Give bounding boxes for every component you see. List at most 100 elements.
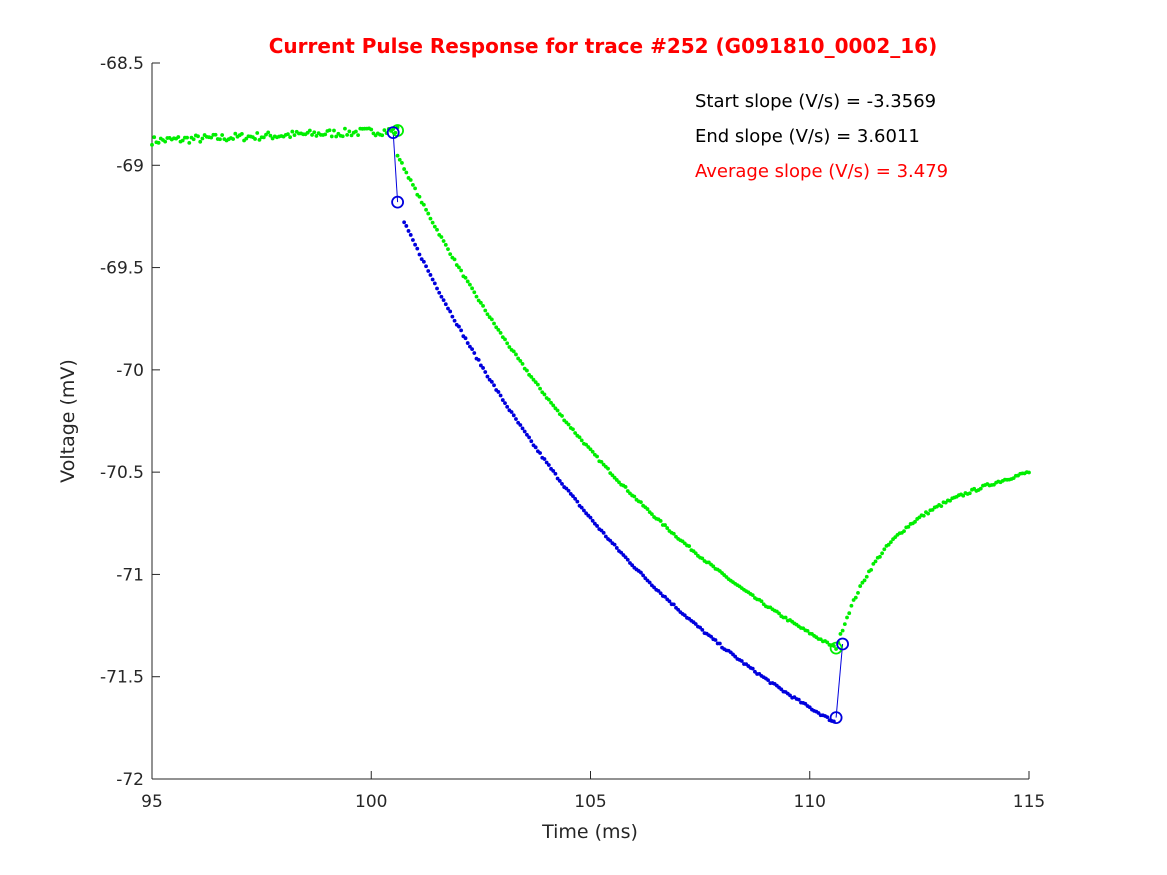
data-point xyxy=(404,170,409,175)
data-point xyxy=(939,504,944,508)
data-point xyxy=(873,559,878,564)
data-point xyxy=(759,599,764,604)
data-point xyxy=(717,641,722,646)
data-point xyxy=(435,286,439,291)
data-point xyxy=(481,303,485,308)
data-point xyxy=(446,306,450,311)
data-point xyxy=(417,194,422,199)
y-tick-label: -69.5 xyxy=(100,259,144,279)
data-point xyxy=(470,347,474,351)
connector-lines xyxy=(392,132,844,718)
data-point xyxy=(411,182,415,187)
data-point xyxy=(709,634,713,639)
series-1 xyxy=(402,220,836,724)
data-point xyxy=(187,140,192,145)
data-point xyxy=(494,325,499,330)
data-point xyxy=(1027,470,1031,475)
data-point xyxy=(566,422,571,427)
data-point xyxy=(617,480,621,485)
data-point xyxy=(625,557,630,562)
data-point xyxy=(831,644,836,648)
data-point xyxy=(468,282,472,287)
data-point xyxy=(496,390,501,394)
data-point xyxy=(176,135,181,139)
data-point xyxy=(369,127,374,132)
data-point xyxy=(411,238,415,242)
data-point xyxy=(261,135,266,140)
data-point xyxy=(535,382,540,387)
data-point xyxy=(588,515,593,520)
data-point xyxy=(750,666,755,671)
data-point xyxy=(639,500,643,505)
data-point xyxy=(542,392,547,397)
plot-area xyxy=(151,63,1029,780)
data-point xyxy=(198,139,203,144)
data-point xyxy=(382,128,387,133)
data-point xyxy=(632,494,637,499)
x-tick-label: 105 xyxy=(574,792,606,812)
data-point xyxy=(902,529,906,534)
data-point xyxy=(244,136,249,141)
data-point xyxy=(623,485,628,489)
data-point xyxy=(926,511,931,516)
data-point xyxy=(380,133,385,138)
data-point xyxy=(402,220,407,225)
data-point xyxy=(623,555,628,560)
data-point xyxy=(967,491,972,496)
data-point xyxy=(514,417,518,421)
data-point xyxy=(713,638,718,642)
data-point xyxy=(421,259,426,264)
data-point xyxy=(575,499,580,504)
data-point xyxy=(930,507,935,512)
data-point xyxy=(428,216,433,221)
x-tick-label: 95 xyxy=(141,792,163,812)
data-point xyxy=(869,567,874,572)
data-point xyxy=(185,135,189,140)
data-point xyxy=(542,457,547,461)
data-point xyxy=(408,233,413,237)
data-point xyxy=(518,423,523,427)
data-point xyxy=(290,129,295,134)
data-point xyxy=(834,647,838,651)
x-tick-label: 100 xyxy=(355,792,387,812)
data-point xyxy=(397,157,402,162)
data-point xyxy=(516,356,521,361)
data-point xyxy=(408,178,413,182)
data-point xyxy=(531,377,536,382)
data-point xyxy=(658,591,663,596)
data-point xyxy=(645,507,650,511)
data-point xyxy=(426,269,431,273)
data-point xyxy=(663,523,667,527)
data-point xyxy=(413,186,417,191)
data-point xyxy=(253,137,257,141)
data-point xyxy=(520,361,525,366)
data-point xyxy=(663,594,667,599)
data-point xyxy=(437,290,442,295)
marker-circle xyxy=(836,637,849,651)
data-point xyxy=(630,563,635,568)
axes-box xyxy=(152,63,1029,779)
data-point xyxy=(853,595,858,600)
data-point xyxy=(590,449,595,454)
data-point xyxy=(739,659,744,663)
data-point xyxy=(649,512,654,517)
data-point xyxy=(349,133,354,138)
data-point xyxy=(459,328,464,333)
data-point xyxy=(402,167,407,171)
data-point xyxy=(595,524,599,528)
data-point xyxy=(428,273,433,277)
marker-circle xyxy=(391,195,405,209)
data-point xyxy=(614,546,619,550)
data-point xyxy=(783,615,788,620)
data-point xyxy=(286,132,290,137)
data-point xyxy=(463,275,468,280)
data-point xyxy=(845,615,849,620)
data-point xyxy=(459,268,464,273)
data-point xyxy=(152,135,157,140)
data-point xyxy=(334,134,339,139)
chart-title: Current Pulse Response for trace #252 (G… xyxy=(269,34,937,58)
data-point xyxy=(871,561,876,566)
data-point xyxy=(948,498,952,503)
data-point xyxy=(312,130,317,135)
data-point xyxy=(978,486,983,491)
